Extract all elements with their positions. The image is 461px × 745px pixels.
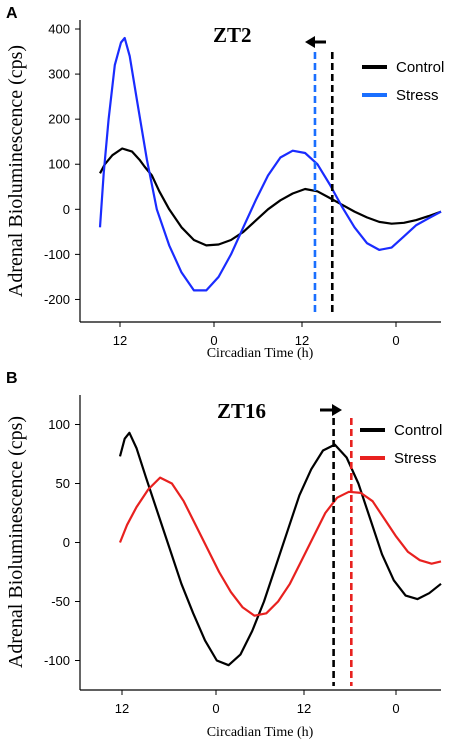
y-tick-label: 50 xyxy=(56,476,70,491)
series-line-control xyxy=(118,431,442,667)
panel-a-y-axis-label: Adrenal Bioluminescence (cps) xyxy=(5,45,27,297)
x-tick-label: 0 xyxy=(392,333,399,348)
y-tick-label: -100 xyxy=(44,247,70,262)
x-tick-label: 12 xyxy=(113,333,127,348)
legend-a-control-label: Control xyxy=(396,59,444,76)
y-tick-label: -200 xyxy=(44,292,70,307)
legend-b-stress-label: Stress xyxy=(394,450,437,467)
y-tick-label: 200 xyxy=(48,112,70,127)
legend-b-control-label: Control xyxy=(394,422,442,439)
y-tick-label: 0 xyxy=(63,535,70,550)
series-line-control xyxy=(99,147,442,247)
panel-b-x-axis-label: Circadian Time (h) xyxy=(207,725,314,740)
panel-b-title: ZT16 xyxy=(217,399,266,423)
x-tick-label: 0 xyxy=(392,701,399,716)
panel-a-label: A xyxy=(6,5,18,22)
series-line-stress xyxy=(98,36,442,292)
x-tick-label: 12 xyxy=(115,701,129,716)
panel-b: B ZT16 100 50 0 -50 -100 12 0 12 0 Adrenal Biol… xyxy=(5,370,442,740)
panel-b-legend: Control Stress xyxy=(360,422,442,467)
panel-b-label: B xyxy=(6,370,18,387)
panel-a-title: ZT2 xyxy=(213,23,252,47)
shift-arrow-head xyxy=(332,404,342,416)
y-tick-label: 400 xyxy=(48,22,70,37)
panel-a: A ZT2 400 300 200 100 0 -100 -200 12 0 12 0 Adren… xyxy=(5,5,444,361)
y-tick-label: 0 xyxy=(63,202,70,217)
panel-b-y-axis-label: Adrenal Bioluminescence (cps) xyxy=(5,416,27,668)
y-tick-label: 100 xyxy=(48,157,70,172)
x-tick-label: 0 xyxy=(210,333,217,348)
x-tick-label: 0 xyxy=(212,701,219,716)
y-tick-label: 300 xyxy=(48,67,70,82)
y-tick-label: -100 xyxy=(44,653,70,668)
legend-a-stress-label: Stress xyxy=(396,87,439,104)
shift-arrow-head xyxy=(305,36,315,48)
y-tick-label: 100 xyxy=(48,417,70,432)
x-tick-label: 12 xyxy=(295,333,309,348)
panel-a-legend: Control Stress xyxy=(362,59,444,104)
series-line-stress xyxy=(118,476,442,617)
panel-a-x-axis-label: Circadian Time (h) xyxy=(207,346,314,361)
x-tick-label: 12 xyxy=(297,701,311,716)
y-tick-label: -50 xyxy=(51,594,70,609)
